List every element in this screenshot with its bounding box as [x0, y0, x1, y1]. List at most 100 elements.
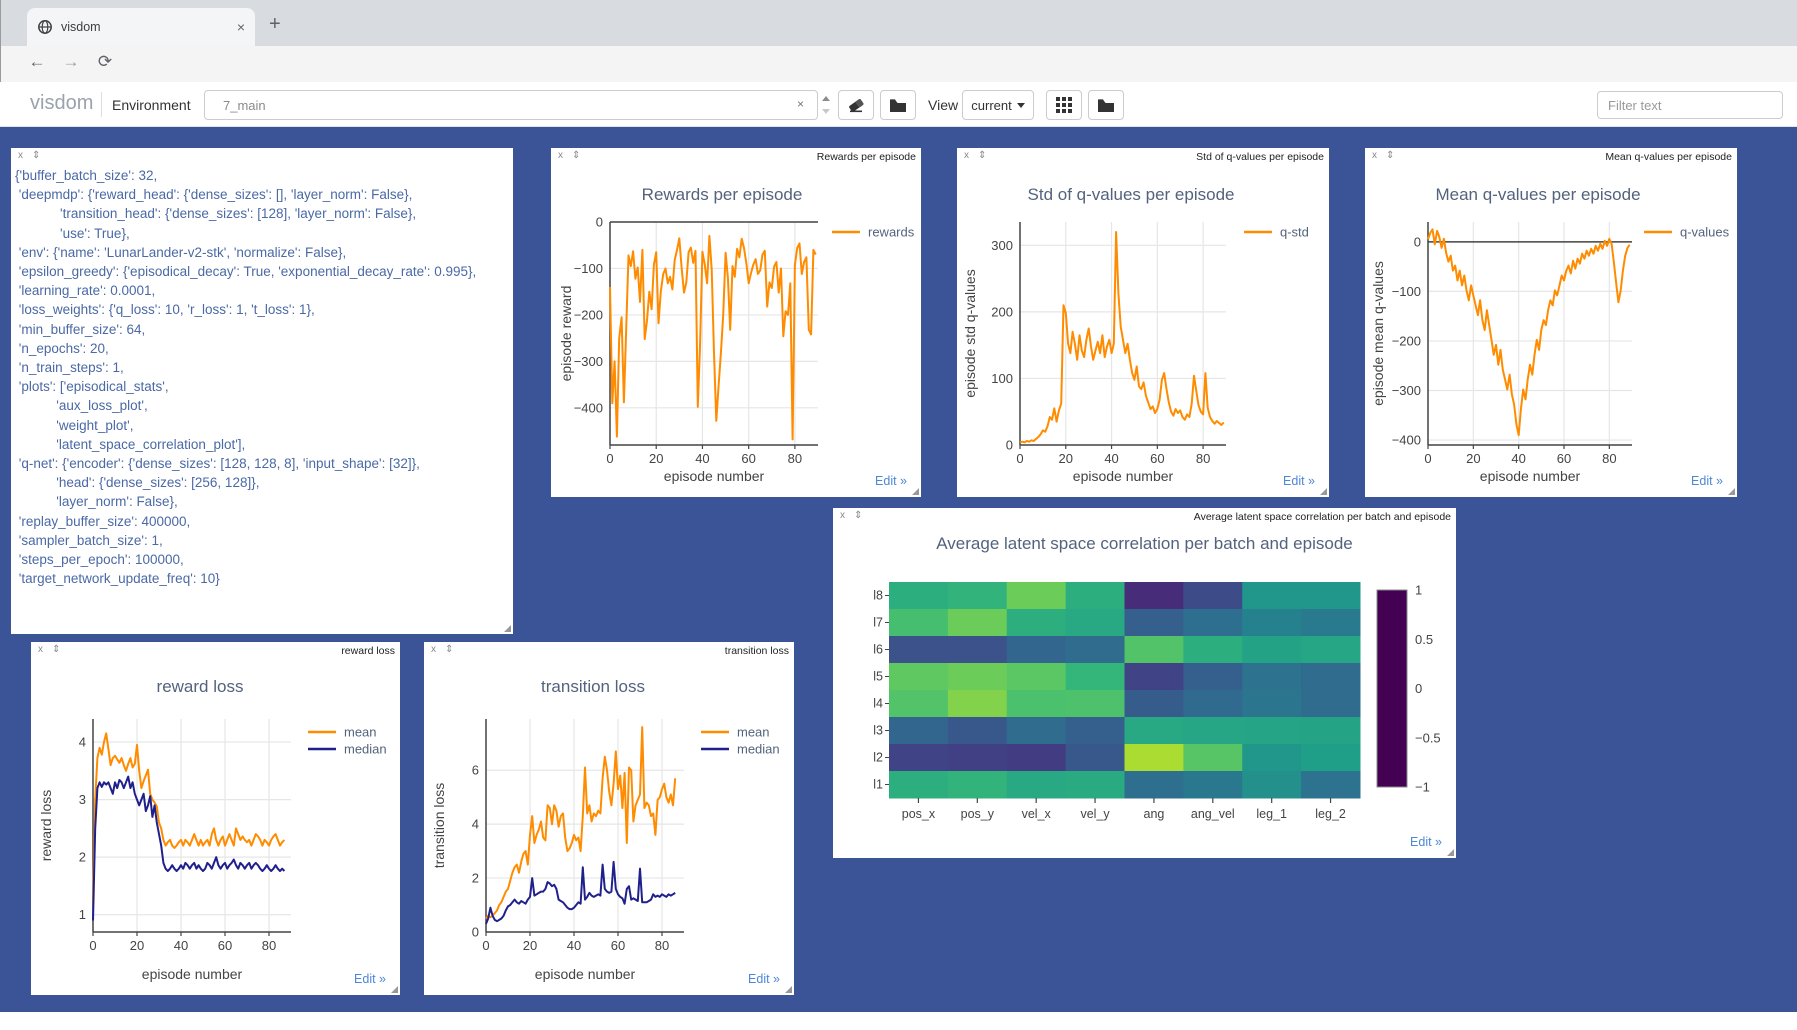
heatmap-cell	[947, 717, 1008, 745]
pane-heatmap[interactable]: x ⇕ Average latent space correlation per…	[833, 508, 1456, 858]
resize-handle[interactable]	[391, 986, 398, 993]
drag-pane-icon[interactable]: ⇕	[52, 644, 61, 655]
qstd-svg: 0 20 40 60 80 0 100 200 300 Std of q-values per e…	[962, 185, 1309, 484]
heatmap-cell	[1124, 663, 1184, 691]
resize-handle[interactable]	[1320, 488, 1327, 495]
edit-link[interactable]: Edit »	[748, 972, 780, 986]
x-tick-label: 0	[89, 938, 96, 953]
drag-pane-icon[interactable]: ⇕	[32, 150, 41, 161]
close-pane-icon[interactable]: x	[18, 150, 23, 161]
pane-qstd[interactable]: x ⇕ Std of q-values per episode 0 20 40 60 8…	[957, 148, 1329, 497]
x-axis-label: episode number	[1480, 468, 1581, 484]
visdom-workspace: x ⇕ {'buffer_batch_size': 32, 'deepmdp':…	[0, 127, 1797, 1012]
x-tick-label: 40	[567, 938, 581, 953]
y-tick-label: 0	[472, 925, 479, 940]
pane-rewards[interactable]: x ⇕ Rewards per episode 0 20 40 60 80 0 −100 −2…	[551, 148, 921, 497]
tloss-series-median	[485, 860, 676, 925]
y-tick-label: −200	[1392, 333, 1421, 348]
heatmap-cell	[1301, 771, 1361, 799]
drag-pane-icon[interactable]: ⇕	[978, 150, 987, 161]
colorbar	[1376, 589, 1408, 788]
heatmap-cell	[1006, 636, 1067, 664]
resize-handle[interactable]	[912, 488, 919, 495]
edit-link[interactable]: Edit »	[1283, 474, 1315, 488]
new-tab-button[interactable]: +	[269, 13, 281, 35]
resize-handle[interactable]	[1728, 488, 1735, 495]
heatmap-col-label: pos_y	[961, 807, 995, 821]
colorbar-tick-label: 0	[1415, 681, 1422, 696]
qstd-series-q-std	[1019, 231, 1225, 444]
heatmap-cell	[1065, 636, 1125, 664]
heatmap-cell	[1301, 744, 1361, 772]
drag-pane-icon[interactable]: ⇕	[445, 644, 454, 655]
folder-icon	[1098, 98, 1114, 112]
heatmap-cell	[1006, 717, 1067, 745]
x-tick-label: 80	[1602, 451, 1616, 466]
heatmap-cell	[1183, 582, 1243, 610]
tab-close-icon[interactable]: ×	[236, 19, 245, 35]
heatmap-cell	[1183, 609, 1243, 637]
x-tick-label: 80	[262, 938, 276, 953]
repack-button[interactable]	[1046, 90, 1082, 120]
environment-spinner[interactable]	[820, 90, 833, 120]
heatmap-cell	[1065, 771, 1125, 799]
clear-environment-button[interactable]	[838, 90, 874, 120]
close-pane-icon[interactable]: x	[840, 510, 845, 521]
close-pane-icon[interactable]: x	[431, 644, 436, 655]
clear-environment-icon[interactable]: ×	[797, 97, 805, 111]
edit-link[interactable]: Edit »	[354, 972, 386, 986]
heatmap-cell	[889, 771, 949, 799]
heatmap-cell	[1065, 582, 1125, 610]
view-dropdown[interactable]: current	[962, 90, 1034, 120]
drag-pane-icon[interactable]: ⇕	[854, 510, 863, 521]
close-pane-icon[interactable]: x	[1372, 150, 1377, 161]
reward-loss-chart: 0 20 40 60 80 1 2 3 4 reward loss reward loss episo…	[31, 642, 400, 995]
close-pane-icon[interactable]: x	[38, 644, 43, 655]
heatmap-cell	[889, 744, 949, 772]
pane-header: x ⇕ Rewards per episode	[551, 148, 921, 165]
pane-qmean[interactable]: x ⇕ Mean q-values per episode 0 20 40 60 80 0…	[1365, 148, 1737, 497]
heatmap-cell	[1242, 582, 1302, 610]
reload-icon[interactable]: ⟳	[97, 52, 113, 71]
heatmap-cell	[1006, 663, 1067, 691]
bottom-strip	[0, 1012, 1797, 1030]
edit-link[interactable]: Edit »	[1691, 474, 1723, 488]
heatmap-cell	[1301, 663, 1361, 691]
heatmap-cell	[1242, 717, 1302, 745]
forward-icon[interactable]: →	[62, 52, 80, 71]
qmean-svg: 0 20 40 60 80 0 −100 −200 −300 −400 Mean q-values …	[1370, 185, 1730, 484]
x-tick-label: 20	[649, 451, 663, 466]
y-tick-label: −100	[574, 261, 603, 276]
x-tick-label: 0	[482, 938, 489, 953]
browser-tab[interactable]: visdom ×	[27, 8, 255, 46]
save-environment-button[interactable]	[880, 90, 916, 120]
save-view-button[interactable]	[1088, 90, 1124, 120]
x-tick-label: 80	[788, 451, 802, 466]
heatmap-cell	[1065, 744, 1125, 772]
drag-pane-icon[interactable]: ⇕	[572, 150, 581, 161]
close-pane-icon[interactable]: x	[964, 150, 969, 161]
environment-input[interactable]	[204, 90, 818, 120]
resize-handle[interactable]	[1447, 849, 1454, 856]
edit-link[interactable]: Edit »	[1410, 835, 1442, 849]
pane-reward-loss[interactable]: x ⇕ reward loss 0 20 40 60 80 1 2 3 4 reward loss…	[31, 642, 400, 995]
tloss-series-mean	[485, 726, 677, 920]
x-tick-label: 60	[1557, 451, 1571, 466]
filter-input[interactable]	[1597, 91, 1783, 119]
x-axis-label: episode number	[142, 966, 243, 982]
heatmap-cell	[1006, 582, 1067, 610]
rewards-series-rewards	[609, 234, 817, 441]
close-pane-icon[interactable]: x	[558, 150, 563, 161]
heatmap-cell	[1124, 690, 1184, 718]
edit-link[interactable]: Edit »	[875, 474, 907, 488]
y-tick-label: 6	[472, 763, 479, 778]
y-axis-label: episode reward	[558, 286, 574, 382]
pane-transition-loss[interactable]: x ⇕ transition loss 0 20 40 60 80 0 2 4 6 transit…	[424, 642, 794, 995]
pane-header: x ⇕ Mean q-values per episode	[1365, 148, 1737, 165]
resize-handle[interactable]	[504, 625, 511, 632]
drag-pane-icon[interactable]: ⇕	[1386, 150, 1395, 161]
pane-config[interactable]: x ⇕ {'buffer_batch_size': 32, 'deepmdp':…	[11, 148, 513, 634]
back-icon[interactable]: ←	[28, 52, 46, 71]
resize-handle[interactable]	[785, 986, 792, 993]
heatmap-col-label: vel_x	[1022, 807, 1052, 821]
